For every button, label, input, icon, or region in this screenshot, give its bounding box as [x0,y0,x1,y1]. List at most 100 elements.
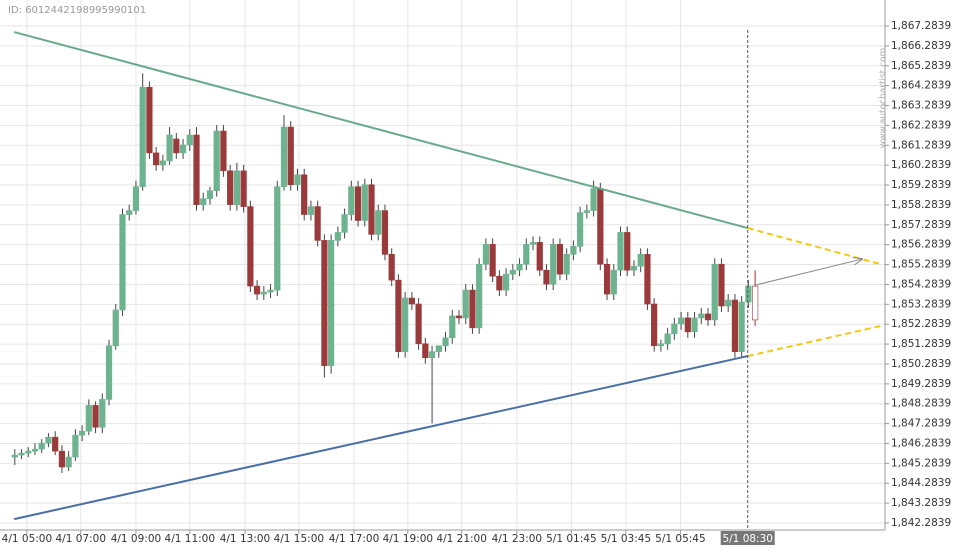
y-tick-label: 1,844.2839 [891,477,951,489]
candle-body [18,452,25,456]
candle-body [610,269,617,295]
candle-body [550,244,557,285]
candle-body [617,232,624,271]
candle-body [482,244,490,265]
x-tick-label: 5/1 01:45 [546,533,597,545]
x-tick-label: 4/1 07:00 [56,533,107,545]
x-tick-label: 4/1 09:00 [111,533,162,545]
candle-body [280,126,288,188]
candle-body [105,345,113,400]
axis-labels: 1,842.2839 1,843.2839 1,844.2839 1,845.2839… [2,20,951,545]
candle-body [664,333,671,345]
candle-body [200,198,207,205]
candle-body [428,351,436,358]
candle-body [583,210,590,213]
id-label: ID: 6012442198995990101 [8,5,146,16]
y-tick-label: 1,847.2839 [891,418,951,430]
candle-body [718,263,725,307]
candle-body [348,186,355,215]
candle-body [536,242,543,271]
watermark: www.autochartist.com [879,48,889,149]
y-tick-label: 1,845.2839 [891,457,951,469]
candle-body [738,301,745,353]
candle-body [294,174,301,186]
candle-body [173,138,180,154]
candle-body [301,174,308,215]
candle-body [415,303,422,345]
candle-body [509,269,516,275]
candle-body [58,450,66,468]
candle-body [745,285,752,303]
candle-body [166,134,173,162]
candle-body [307,206,315,215]
x-tick-label: 4/1 05:00 [2,533,53,545]
y-tick-label: 1,849.2839 [891,378,951,390]
candle-body [375,210,382,235]
x-tick-label: 5/1 05:45 [655,533,706,545]
y-tick-label: 1,848.2839 [891,398,951,410]
candle-body [354,186,362,221]
current-time-box [720,531,775,545]
x-tick-label: 4/1 17:00 [329,533,380,545]
candle-body [52,436,59,452]
candle-body [402,297,409,353]
candle-body [240,170,247,207]
candle-body [698,313,705,319]
candle-body [590,188,597,211]
candle-body [92,405,99,428]
candle-body [496,275,503,291]
y-tick-label: 1,858.2839 [891,199,951,211]
candle-body [213,130,220,191]
candle-body [469,289,476,329]
candle-body [731,299,739,353]
candle-body [321,240,328,366]
candle-body [644,253,651,305]
candle-body [247,206,254,287]
candle-body [556,244,564,275]
y-tick-label: 1,854.2839 [891,278,951,290]
candle-body [651,303,658,347]
y-tick-label: 1,853.2839 [891,298,951,310]
candle-body [361,184,368,221]
candle-body [408,297,415,305]
candle-body [630,265,638,271]
candle-body [455,315,463,319]
candle-body [227,170,234,205]
candle-body [502,273,510,291]
candle-body [159,160,166,166]
candle-body [603,263,611,295]
y-tick-label: 1,843.2839 [891,497,951,509]
candle-body [637,253,644,267]
current-time-label: 5/1 08:30 [722,533,773,545]
candle-body [422,343,429,358]
x-tick-label: 4/1 23:00 [492,533,543,545]
candle-body [435,345,442,353]
candle-body [711,263,718,321]
y-tick-label: 1,852.2839 [891,318,951,330]
plot [11,30,881,530]
candle-body [328,240,335,366]
y-tick-label: 1,865.2839 [891,60,951,72]
candle-body [752,285,759,321]
trend-line [747,325,881,358]
candle-body [119,214,126,311]
y-tick-label: 1,863.2839 [891,100,951,112]
candle-body [597,188,604,265]
y-tick-label: 1,864.2839 [891,80,951,92]
candle-body [577,212,584,247]
candle-body [334,232,341,241]
y-tick-label: 1,867.2839 [891,20,951,32]
y-tick-label: 1,859.2839 [891,179,951,191]
candle-body [45,436,52,444]
candle-body [516,263,523,271]
candle-body [287,126,294,186]
x-tick-label: 4/1 11:00 [165,533,216,545]
candle-body [677,317,685,325]
candle-body [233,170,240,205]
candle-body [220,130,227,172]
candle-body [624,232,631,271]
trend-line [13,355,748,521]
trend-line [13,31,748,230]
candle-body [99,399,106,428]
candle-body [38,442,45,450]
